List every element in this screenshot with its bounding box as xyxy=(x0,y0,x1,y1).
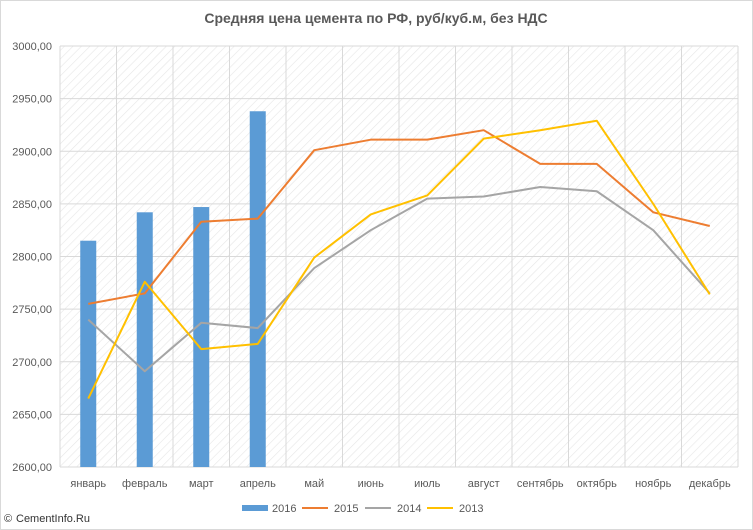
bar-2016 xyxy=(136,212,153,467)
y-tick-label: 2750,00 xyxy=(12,304,52,316)
y-tick-label: 2950,00 xyxy=(12,94,52,106)
x-tick-label: февраль xyxy=(122,478,168,490)
legend-label-2015: 2015 xyxy=(334,503,358,515)
bar-2016 xyxy=(80,240,97,467)
x-tick-label: март xyxy=(189,478,214,490)
x-tick-label: июнь xyxy=(358,478,384,490)
x-tick-label: апрель xyxy=(240,478,276,490)
bar-2016 xyxy=(193,207,210,467)
y-tick-label: 2800,00 xyxy=(12,252,52,264)
bar-series xyxy=(80,111,266,467)
x-tick-label: май xyxy=(304,478,324,490)
y-tick-label: 3000,00 xyxy=(12,41,52,53)
legend-label-2016: 2016 xyxy=(272,503,296,515)
legend: 2016 2015 2014 2013 xyxy=(242,503,483,515)
x-tick-label: сентябрь xyxy=(517,478,564,490)
x-tick-label: декабрь xyxy=(689,478,731,490)
legend-swatch-2016 xyxy=(242,505,268,511)
y-tick-label: 2850,00 xyxy=(12,199,52,211)
gridlines xyxy=(59,45,739,468)
legend-label-2014: 2014 xyxy=(397,503,421,515)
line-series xyxy=(87,119,711,400)
x-tick-label: август xyxy=(468,478,500,490)
line-2014 xyxy=(87,186,711,373)
chart-title: Средняя цена цемента по РФ, руб/куб.м, б… xyxy=(204,10,547,26)
bar-2016 xyxy=(249,111,266,467)
watermark: © CementInfo.Ru xyxy=(4,513,90,525)
x-tick-label: июль xyxy=(414,478,441,490)
watermark-text: CementInfo.Ru xyxy=(16,513,90,525)
y-tick-label: 2700,00 xyxy=(12,357,52,369)
y-axis: 2600,00 2650,00 2700,00 2750,00 2800,00 2850,… xyxy=(12,41,52,474)
y-tick-label: 2600,00 xyxy=(12,462,52,474)
copyright-icon: © xyxy=(4,513,12,525)
line-2015 xyxy=(88,129,710,305)
line-2013 xyxy=(87,119,711,400)
x-tick-label: октябрь xyxy=(577,478,617,490)
x-tick-label: январь xyxy=(70,478,106,490)
x-axis: январь февраль март апрель май июнь июль август… xyxy=(70,478,731,490)
y-tick-label: 2650,00 xyxy=(12,409,52,421)
y-tick-label: 2900,00 xyxy=(12,146,52,158)
legend-label-2013: 2013 xyxy=(459,503,483,515)
x-tick-label: ноябрь xyxy=(635,478,672,490)
